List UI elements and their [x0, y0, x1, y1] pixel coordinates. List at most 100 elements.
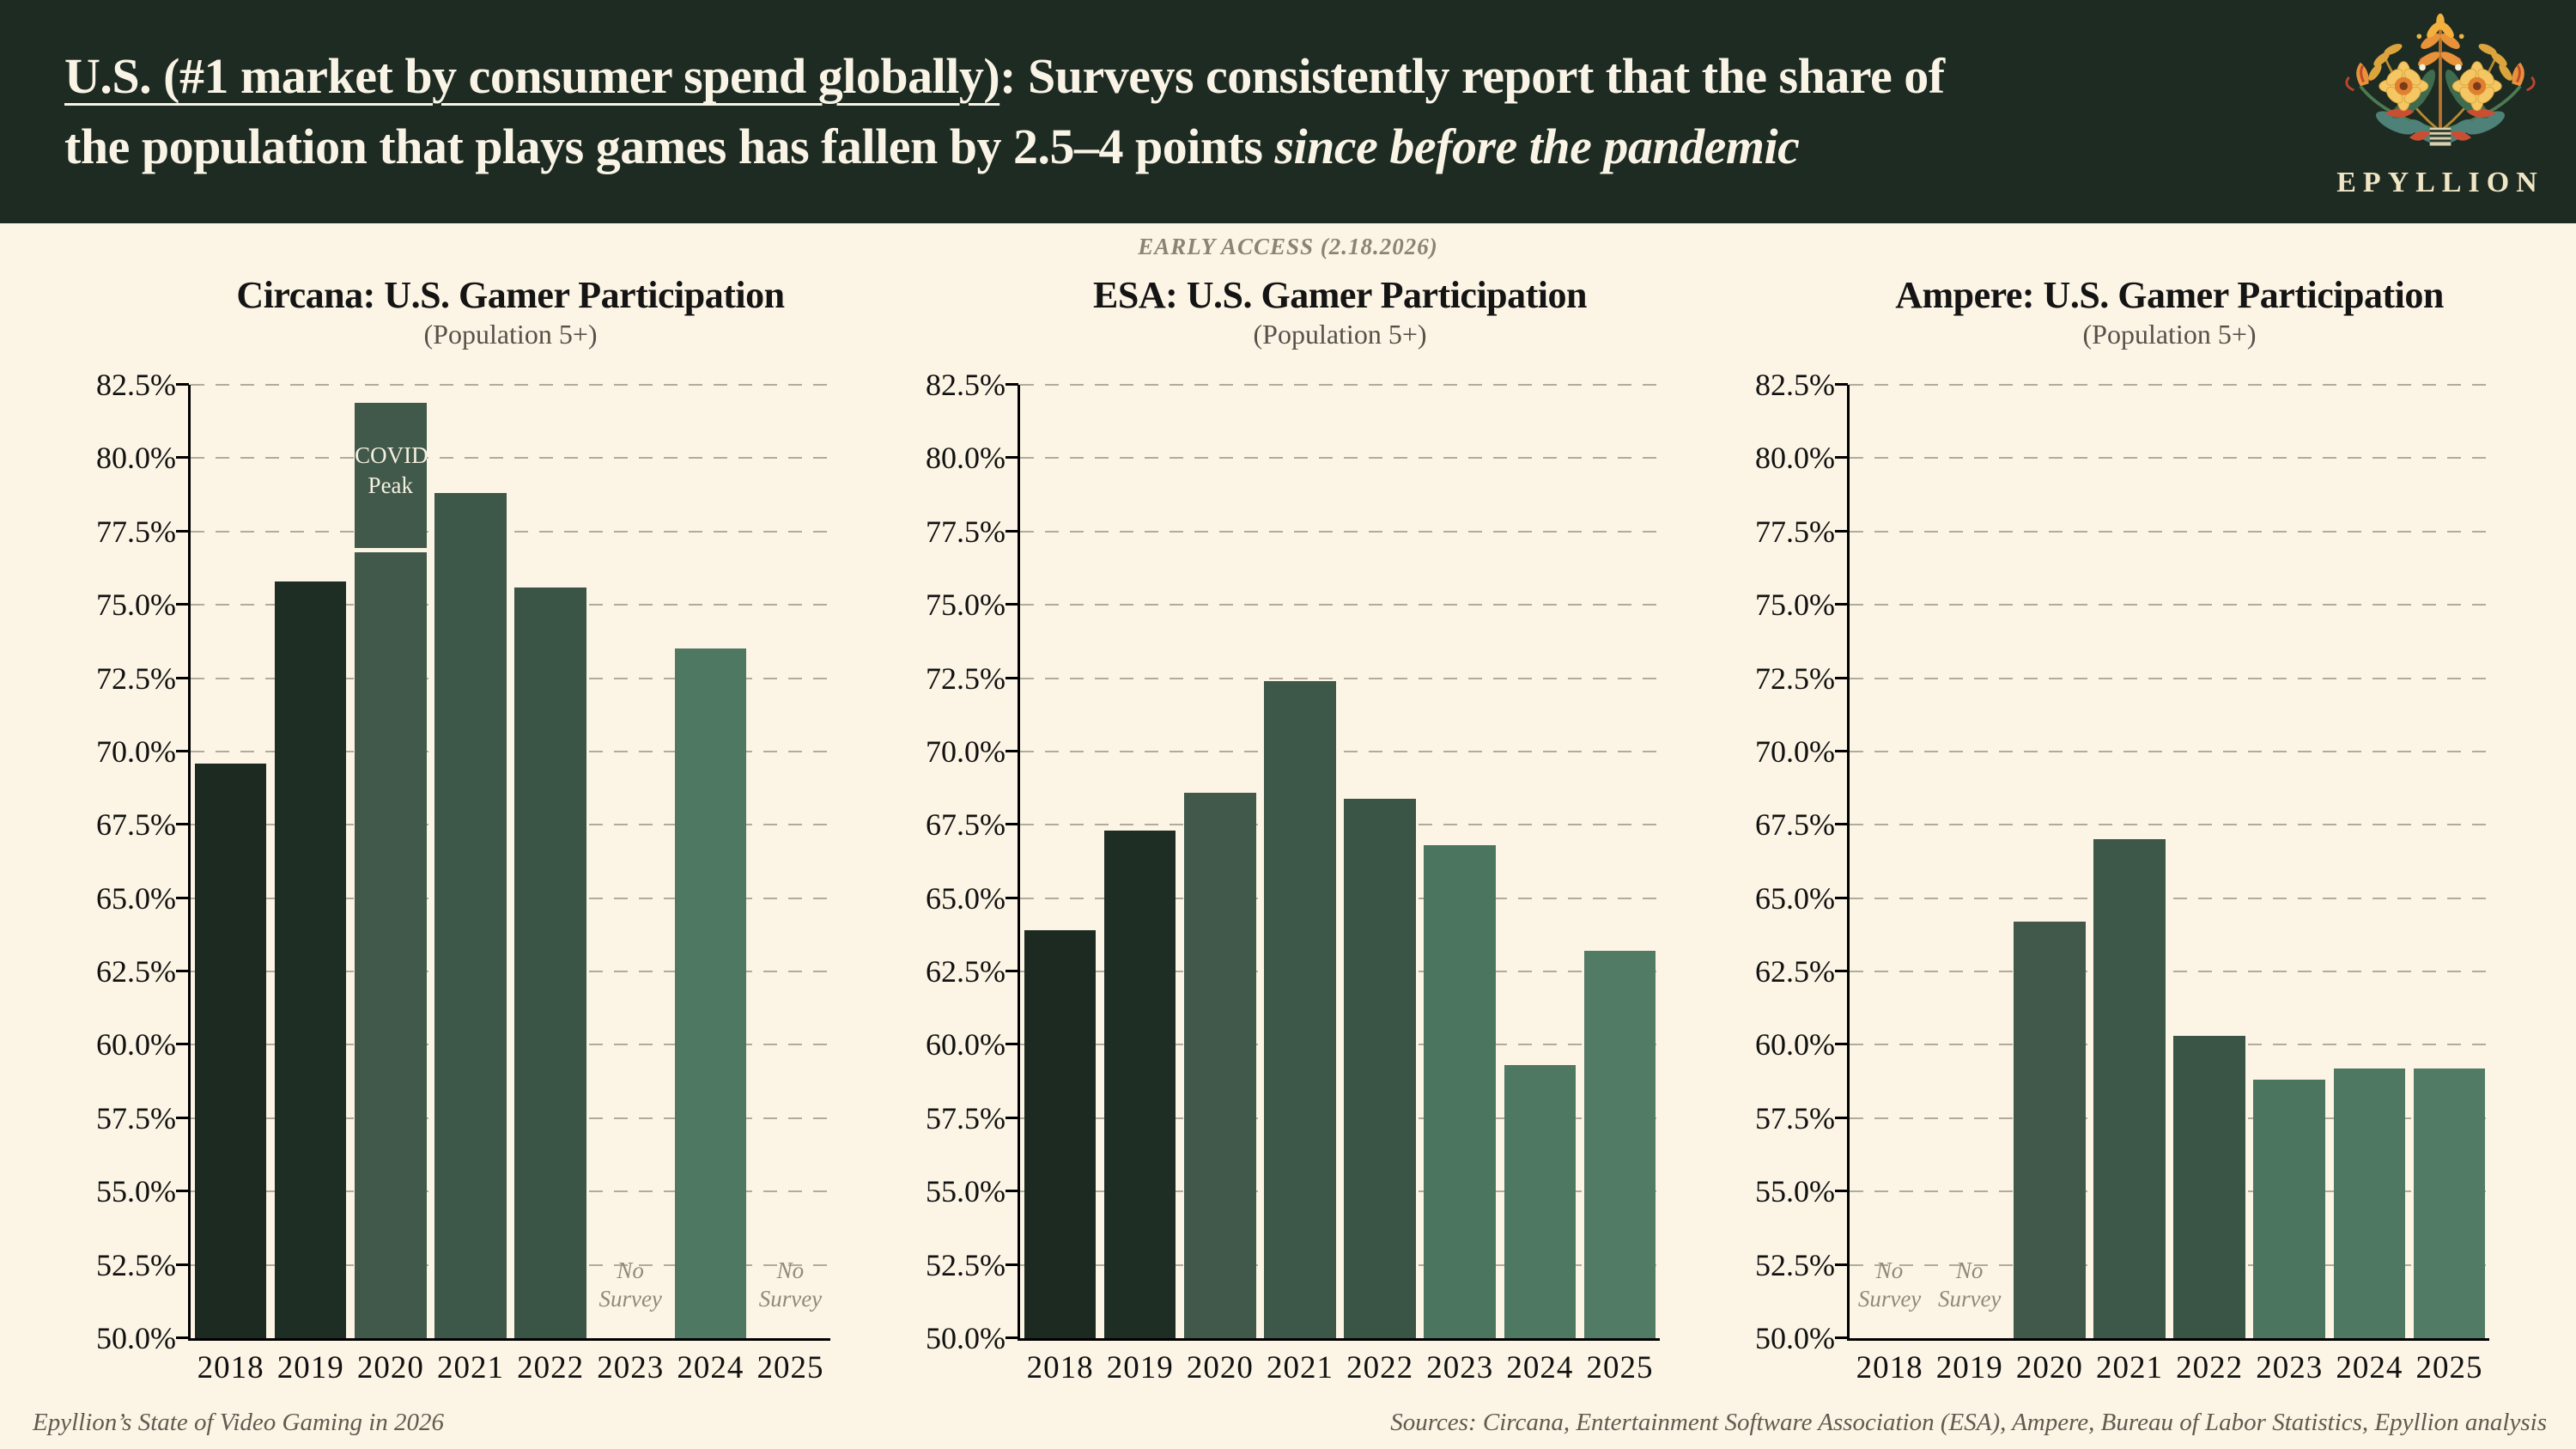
bar-2021	[434, 493, 507, 1338]
x-axis-label: 2025	[1586, 1350, 1654, 1385]
bar-2025	[2413, 1068, 2486, 1338]
bar-2023	[2253, 1080, 2325, 1338]
bar-2018	[1024, 930, 1097, 1338]
gridline	[191, 750, 830, 752]
bar-2022	[1344, 798, 1416, 1338]
axis-tick	[176, 896, 189, 899]
gridline	[191, 824, 830, 826]
axis-tick	[176, 456, 189, 460]
y-axis-label: 75.0%	[926, 588, 1005, 623]
y-axis-label: 67.5%	[96, 807, 176, 843]
gridline	[1020, 1190, 1660, 1193]
x-axis-label: 2024	[2336, 1350, 2403, 1385]
axis-tick	[1835, 1336, 1848, 1339]
gridline	[1020, 1117, 1660, 1119]
axis-tick	[176, 603, 189, 606]
axis-tick	[1835, 529, 1848, 533]
bar-2024	[2333, 1068, 2406, 1338]
gridline	[1020, 897, 1660, 899]
gridline	[191, 384, 830, 386]
axis-tick	[1835, 970, 1848, 973]
chart-title: Circana: U.S. Gamer Participation	[236, 274, 785, 316]
chart-subtitle: (Population 5+)	[2082, 319, 2257, 350]
bar-2024	[674, 648, 747, 1338]
bar-2021	[2093, 839, 2166, 1338]
bar-2020: COVID Peak	[355, 402, 428, 1338]
gridline	[1020, 677, 1660, 679]
axis-tick	[1005, 1190, 1018, 1193]
gridline	[191, 604, 830, 606]
x-axis-label: 2019	[1106, 1350, 1174, 1385]
axis-tick	[1005, 1336, 1018, 1339]
y-axis-label: 67.5%	[1755, 807, 1835, 843]
gridline	[191, 1263, 830, 1266]
gridline	[191, 1044, 830, 1046]
x-axis-label: 2021	[1266, 1350, 1334, 1385]
x-axis-labels: 2018 2019 2020 2021 2022 2023 2024 2025	[1850, 1341, 2489, 1385]
page-title-line2-italic: since before the pandemic	[1274, 119, 1800, 175]
x-axis-label: 2020	[356, 1350, 424, 1385]
x-axis-label: 2022	[517, 1350, 585, 1385]
y-axis-label: 80.0%	[926, 441, 1005, 476]
gridline	[1020, 824, 1660, 826]
y-axis-label: 80.0%	[96, 441, 176, 476]
gridline	[1020, 384, 1660, 386]
axis-tick	[1005, 749, 1018, 752]
axis-tick	[176, 1116, 189, 1119]
y-axis-label: 55.0%	[96, 1174, 176, 1209]
y-axis-label: 52.5%	[1755, 1247, 1835, 1282]
axis-tick	[176, 970, 189, 973]
x-axis-label: 2021	[2095, 1350, 2163, 1385]
gridline	[1850, 750, 2489, 752]
bar-2024	[1504, 1065, 1577, 1338]
bar-2019	[1103, 831, 1176, 1338]
axis-tick	[1005, 970, 1018, 973]
axis-tick	[176, 1043, 189, 1046]
y-axis-label: 55.0%	[1755, 1174, 1835, 1209]
gridline	[1020, 1044, 1660, 1046]
epyllion-logo: EPYLLION	[2329, 9, 2552, 219]
gridline	[1020, 604, 1660, 606]
y-axis-label: 60.0%	[96, 1027, 176, 1062]
bar-2018	[194, 763, 267, 1338]
plot-canvas: COVID Peak No Survey No Survey	[176, 383, 830, 1341]
axis-tick	[176, 1190, 189, 1193]
axis-tick	[176, 383, 189, 386]
gridline	[1850, 384, 2489, 386]
x-axis-label: 2019	[1935, 1350, 2003, 1385]
page-title-line2: the population that plays games has fall…	[64, 119, 1275, 175]
axis-tick	[1835, 1116, 1848, 1119]
y-axis-label: 60.0%	[926, 1027, 1005, 1062]
y-axis-label: 62.5%	[1755, 954, 1835, 989]
x-axis-label: 2018	[197, 1350, 264, 1385]
y-axis-label: 65.0%	[96, 880, 176, 916]
y-axis-label: 77.5%	[926, 514, 1005, 549]
axis-tick	[1005, 456, 1018, 460]
bar-2020	[2014, 922, 2086, 1338]
x-axis-labels: 2018 2019 2020 2021 2022 2023 2024 2025	[191, 1341, 830, 1385]
chart-subtitle: (Population 5+)	[1253, 319, 1427, 350]
x-axis-label: 2018	[1856, 1350, 1923, 1385]
y-axis-labels: 50.0% 52.5% 55.0% 57.5% 60.0% 62.5% 65.0% 67.5%…	[1742, 369, 1847, 1354]
axis-tick	[1005, 529, 1018, 533]
axis-tick	[1005, 676, 1018, 679]
x-axis-label: 2024	[1506, 1350, 1574, 1385]
y-axis-label: 50.0%	[1755, 1321, 1835, 1355]
bar-2025	[1583, 951, 1656, 1338]
chart-3: Ampere: U.S. Gamer Participation (Populat…	[1742, 273, 2489, 1385]
gridline	[1850, 1263, 2489, 1266]
x-axis-label: 2019	[276, 1350, 344, 1385]
gridline	[1850, 971, 2489, 973]
y-axis-label: 52.5%	[926, 1247, 1005, 1282]
footer-source-left: Epyllion’s State of Video Gaming in 2026	[33, 1409, 444, 1436]
bar-2022	[514, 587, 586, 1338]
axis-tick	[1835, 1263, 1848, 1266]
gridline	[191, 1117, 830, 1119]
y-axis-label: 60.0%	[1755, 1027, 1835, 1062]
gridline	[1020, 750, 1660, 752]
header-banner: U.S. (#1 market by consumer spend global…	[0, 0, 2576, 223]
bar-2020	[1184, 792, 1256, 1338]
plot-area: 50.0% 52.5% 55.0% 57.5% 60.0% 62.5% 65.0% 67.5%…	[913, 369, 1660, 1354]
bar-2019	[274, 581, 347, 1338]
gridline	[1850, 1190, 2489, 1193]
